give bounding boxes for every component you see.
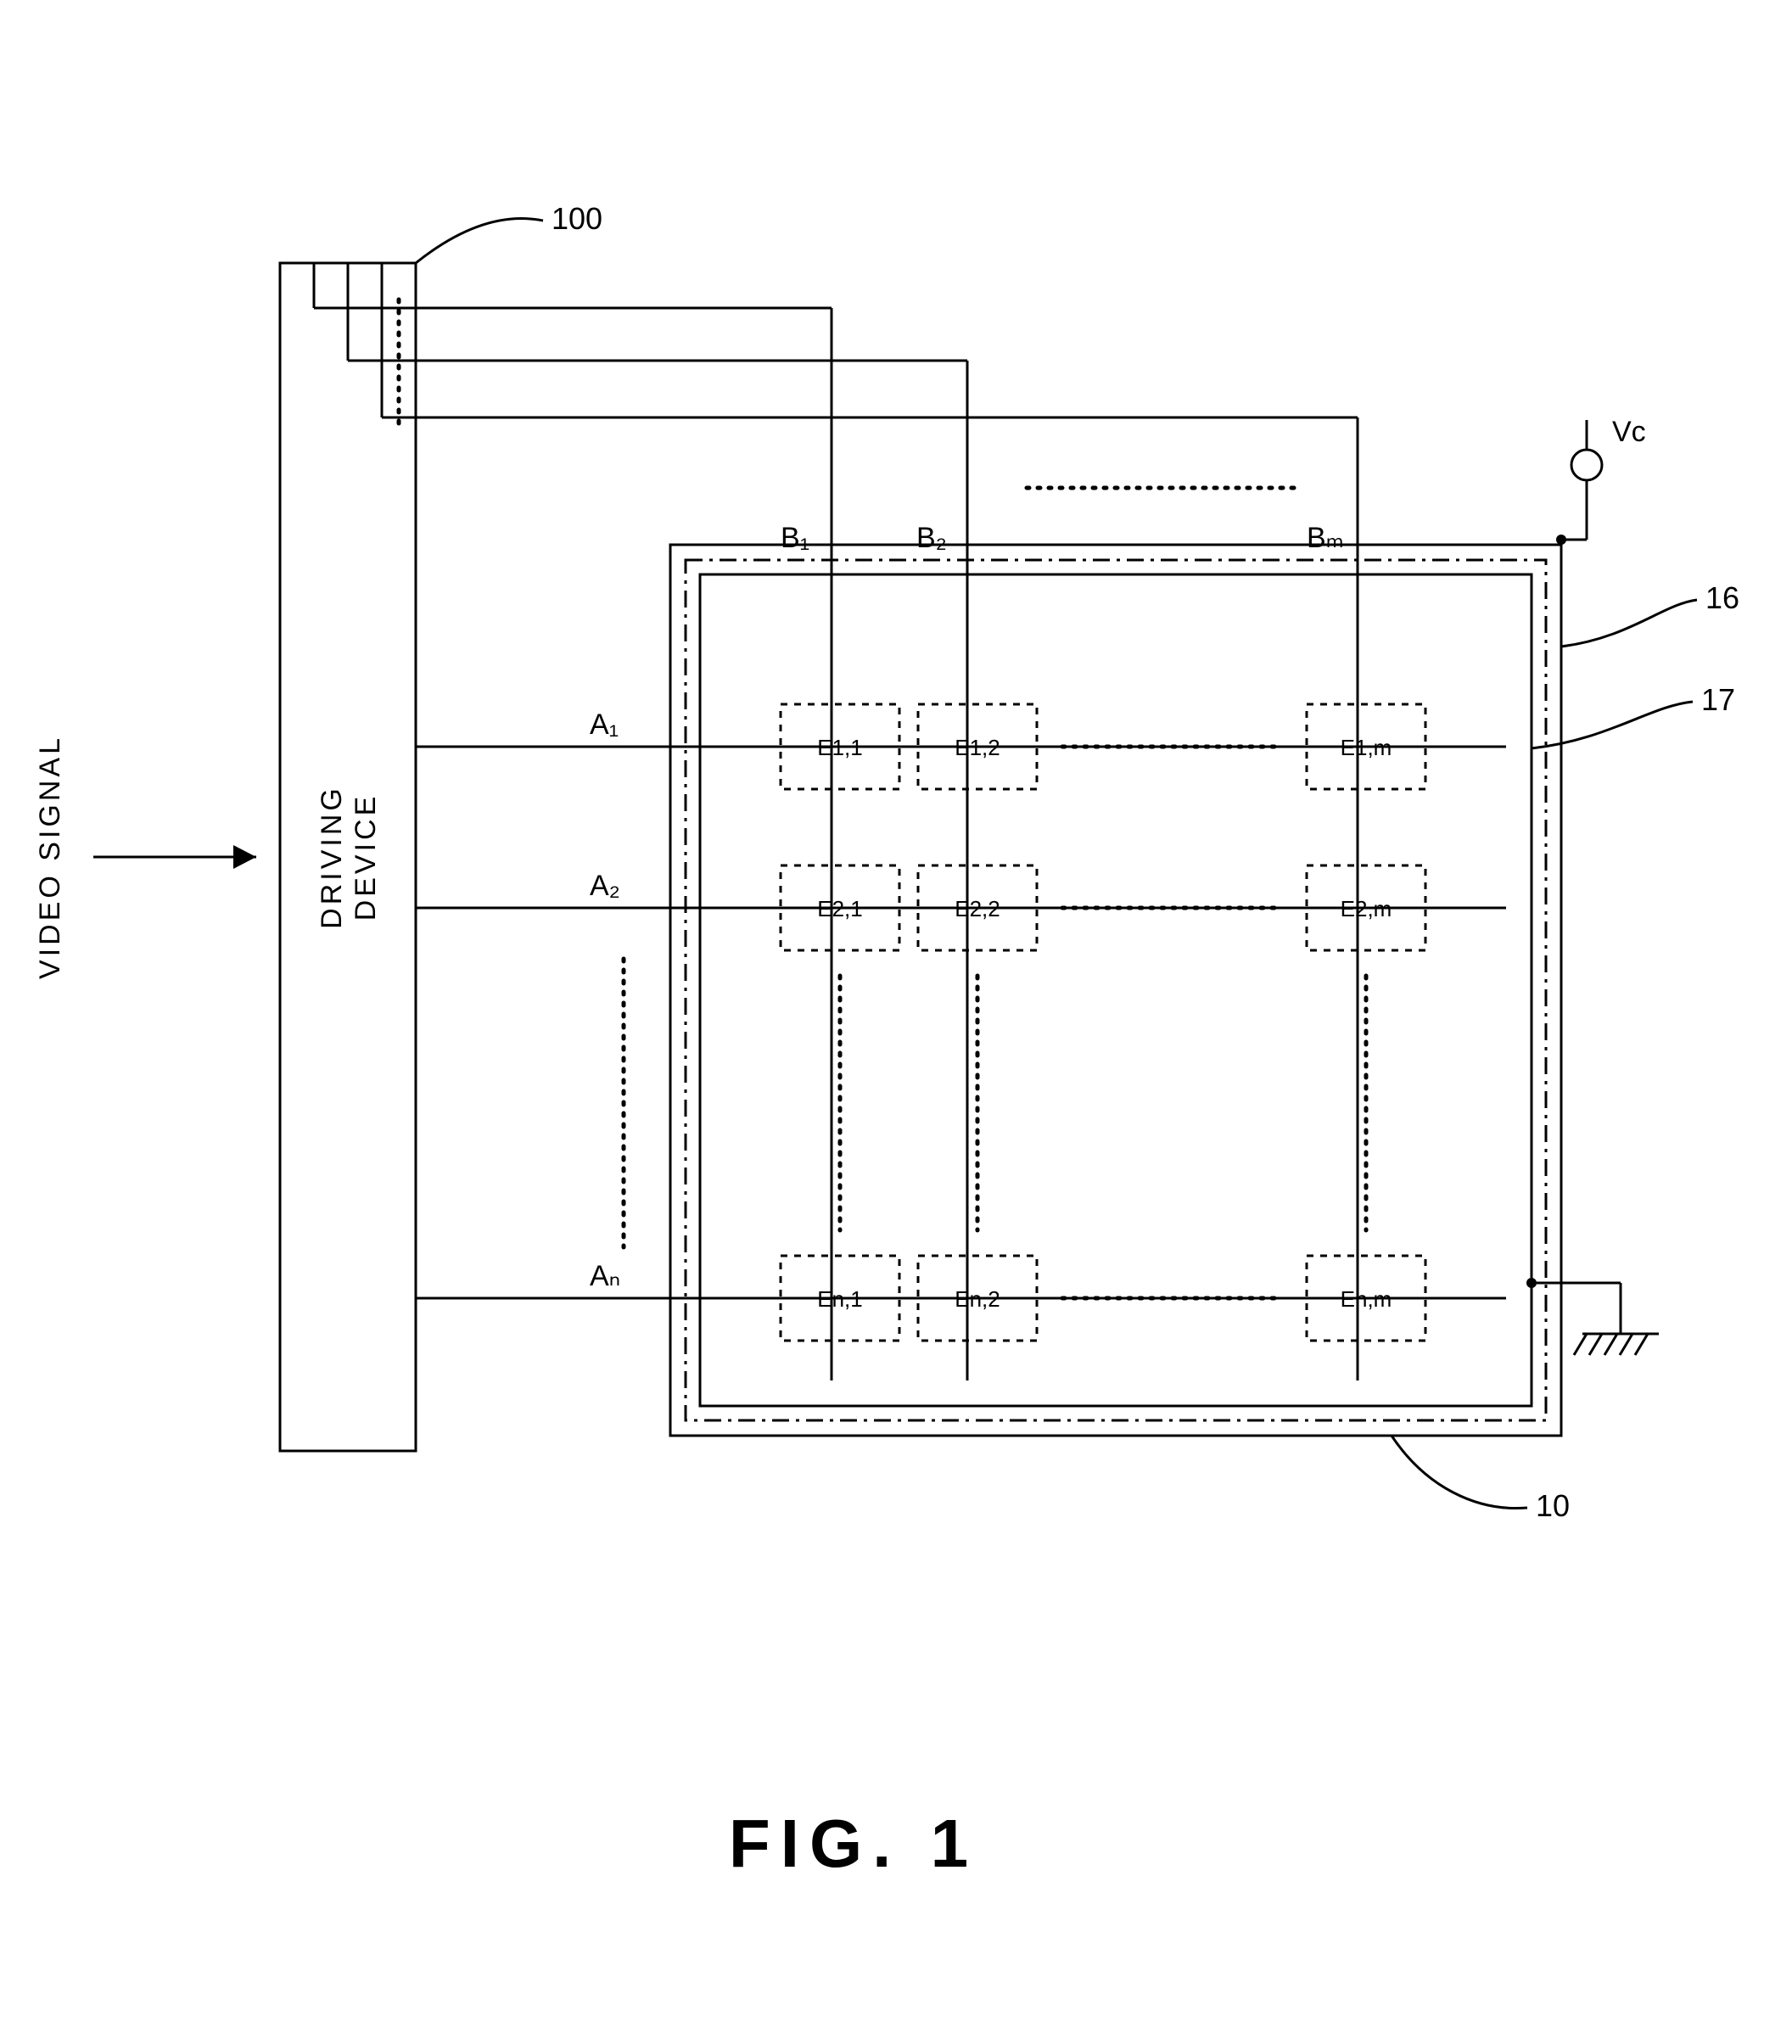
video-signal-label: VIDEO SIGNAL (34, 735, 66, 979)
svg-text:DRIVING: DRIVING (316, 785, 348, 929)
svg-text:VIDEO SIGNAL: VIDEO SIGNAL (34, 735, 66, 979)
pixel-label-2-2: En,m (1341, 1286, 1392, 1312)
row-label-0: A₁ (590, 708, 619, 741)
vc-label: Vc (1612, 416, 1646, 448)
vc-junction (1556, 535, 1566, 545)
pixel-label-0-0: E1,1 (817, 735, 863, 760)
gnd-junction (1526, 1278, 1537, 1288)
pixel-label-1-2: E2,m (1341, 896, 1392, 921)
pixel-label-0-1: E1,2 (955, 735, 1000, 760)
col-label-0: B₁ (781, 522, 809, 554)
ref17-text: 17 (1701, 682, 1735, 717)
row-label-1: A₂ (590, 870, 620, 902)
ref16-text: 16 (1705, 580, 1739, 615)
pixel-label-0-2: E1,m (1341, 735, 1392, 760)
col-label-1: B₂ (916, 522, 947, 554)
row-label-2: Aₙ (590, 1260, 620, 1292)
pixel-label-2-1: En,2 (955, 1286, 1000, 1312)
ref10-text: 10 (1536, 1488, 1570, 1523)
ref100-text: 100 (552, 201, 602, 236)
svg-text:DEVICE: DEVICE (350, 793, 382, 921)
pixel-label-1-0: E2,1 (817, 896, 863, 921)
pixel-label-1-1: E2,2 (955, 896, 1000, 921)
col-label-2: Bₘ (1307, 522, 1344, 554)
pixel-label-2-0: En,1 (817, 1286, 863, 1312)
figure-label: FIG. 1 (729, 1806, 978, 1881)
canvas-bg (0, 0, 1792, 2044)
